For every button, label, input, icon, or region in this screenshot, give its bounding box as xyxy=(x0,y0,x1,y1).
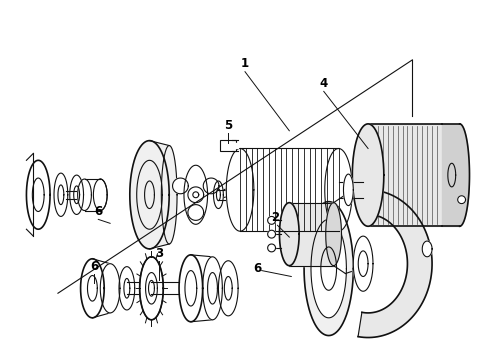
Polygon shape xyxy=(94,179,107,211)
Polygon shape xyxy=(127,282,145,294)
Polygon shape xyxy=(311,219,346,318)
Text: 6: 6 xyxy=(94,205,102,218)
Polygon shape xyxy=(188,187,204,203)
Polygon shape xyxy=(203,257,222,320)
Polygon shape xyxy=(70,175,83,215)
Polygon shape xyxy=(219,190,238,200)
Polygon shape xyxy=(54,173,68,216)
Polygon shape xyxy=(279,203,299,266)
Polygon shape xyxy=(442,124,460,226)
Polygon shape xyxy=(226,148,254,231)
Text: 6: 6 xyxy=(254,262,262,275)
Polygon shape xyxy=(130,141,169,249)
Polygon shape xyxy=(219,261,238,316)
Polygon shape xyxy=(358,190,432,338)
Polygon shape xyxy=(214,181,223,208)
Polygon shape xyxy=(84,179,100,211)
Polygon shape xyxy=(232,143,238,148)
Polygon shape xyxy=(268,216,275,224)
Text: 1: 1 xyxy=(241,57,249,70)
Polygon shape xyxy=(179,255,203,322)
FancyBboxPatch shape xyxy=(220,140,236,152)
Polygon shape xyxy=(343,174,353,206)
Text: 5: 5 xyxy=(224,120,232,132)
Polygon shape xyxy=(26,160,50,229)
Polygon shape xyxy=(352,124,384,226)
Polygon shape xyxy=(268,244,275,252)
Polygon shape xyxy=(458,196,466,204)
Polygon shape xyxy=(77,179,92,211)
Text: 3: 3 xyxy=(155,247,163,260)
Polygon shape xyxy=(80,259,104,318)
Polygon shape xyxy=(325,148,352,231)
Polygon shape xyxy=(368,124,442,226)
Polygon shape xyxy=(353,236,373,291)
Polygon shape xyxy=(119,267,135,310)
Text: 6: 6 xyxy=(90,260,98,273)
Polygon shape xyxy=(161,145,177,244)
Text: 2: 2 xyxy=(271,211,280,224)
Polygon shape xyxy=(268,230,275,238)
Polygon shape xyxy=(326,203,342,266)
Polygon shape xyxy=(304,202,353,336)
Polygon shape xyxy=(203,178,219,194)
Polygon shape xyxy=(240,148,339,231)
Polygon shape xyxy=(172,178,188,194)
Polygon shape xyxy=(149,141,169,249)
Polygon shape xyxy=(460,124,469,226)
Polygon shape xyxy=(191,255,213,322)
Polygon shape xyxy=(93,259,110,318)
Polygon shape xyxy=(100,264,120,313)
Polygon shape xyxy=(422,241,432,257)
Polygon shape xyxy=(140,257,163,320)
Polygon shape xyxy=(151,282,179,294)
Polygon shape xyxy=(66,191,84,199)
Polygon shape xyxy=(188,204,204,220)
Text: 4: 4 xyxy=(319,77,328,90)
Polygon shape xyxy=(289,203,334,266)
